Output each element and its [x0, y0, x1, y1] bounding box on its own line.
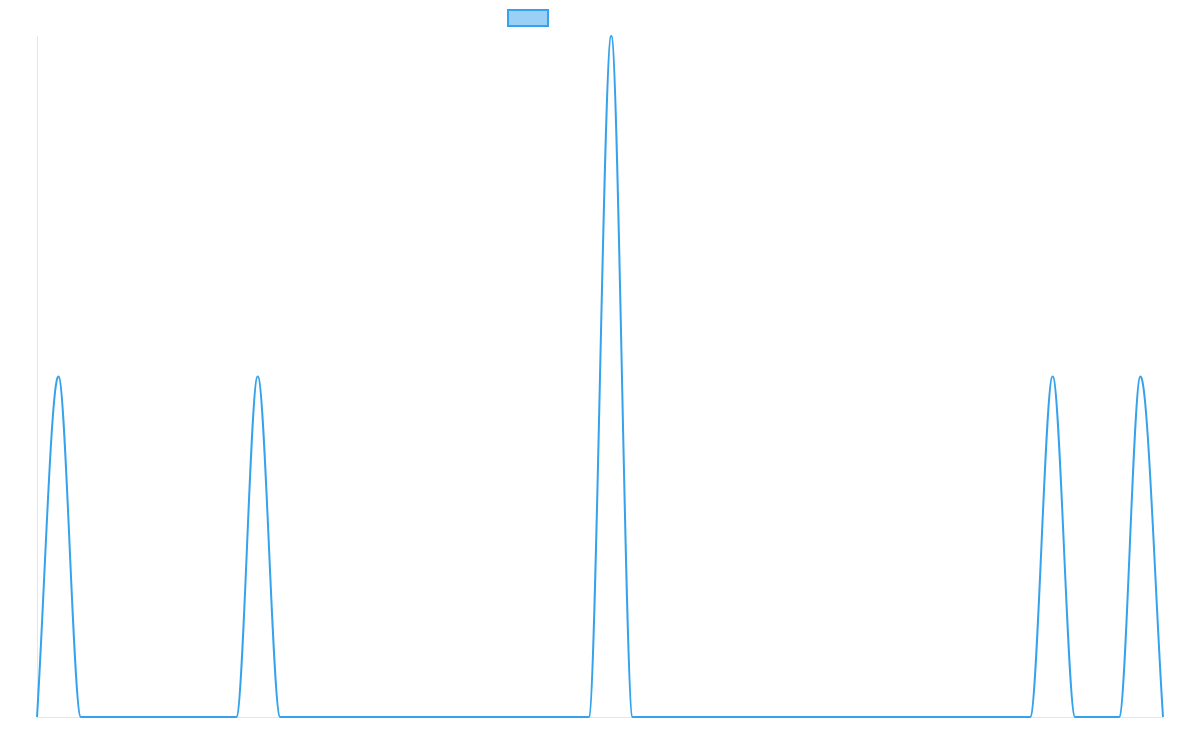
data-point-0-12[interactable]	[1115, 713, 1123, 721]
data-point-0-3[interactable]	[232, 713, 240, 721]
series-line-0	[36, 35, 1164, 719]
data-point-0-9[interactable]	[1026, 713, 1034, 721]
data-point-0-1[interactable]	[54, 373, 62, 381]
legend-swatch[interactable]	[507, 9, 549, 27]
data-point-0-14[interactable]	[1159, 713, 1167, 721]
data-point-0-10[interactable]	[1049, 373, 1057, 381]
data-point-0-5[interactable]	[276, 713, 284, 721]
data-point-0-6[interactable]	[585, 713, 593, 721]
legend[interactable]	[507, 9, 549, 27]
data-point-0-4[interactable]	[254, 373, 262, 381]
data-point-0-11[interactable]	[1071, 713, 1079, 721]
series-layer	[33, 32, 1167, 721]
data-point-0-8[interactable]	[629, 713, 637, 721]
data-point-0-13[interactable]	[1136, 373, 1144, 381]
data-point-0-0[interactable]	[33, 713, 41, 721]
data-point-0-7[interactable]	[607, 32, 615, 40]
data-point-0-2[interactable]	[77, 713, 85, 721]
